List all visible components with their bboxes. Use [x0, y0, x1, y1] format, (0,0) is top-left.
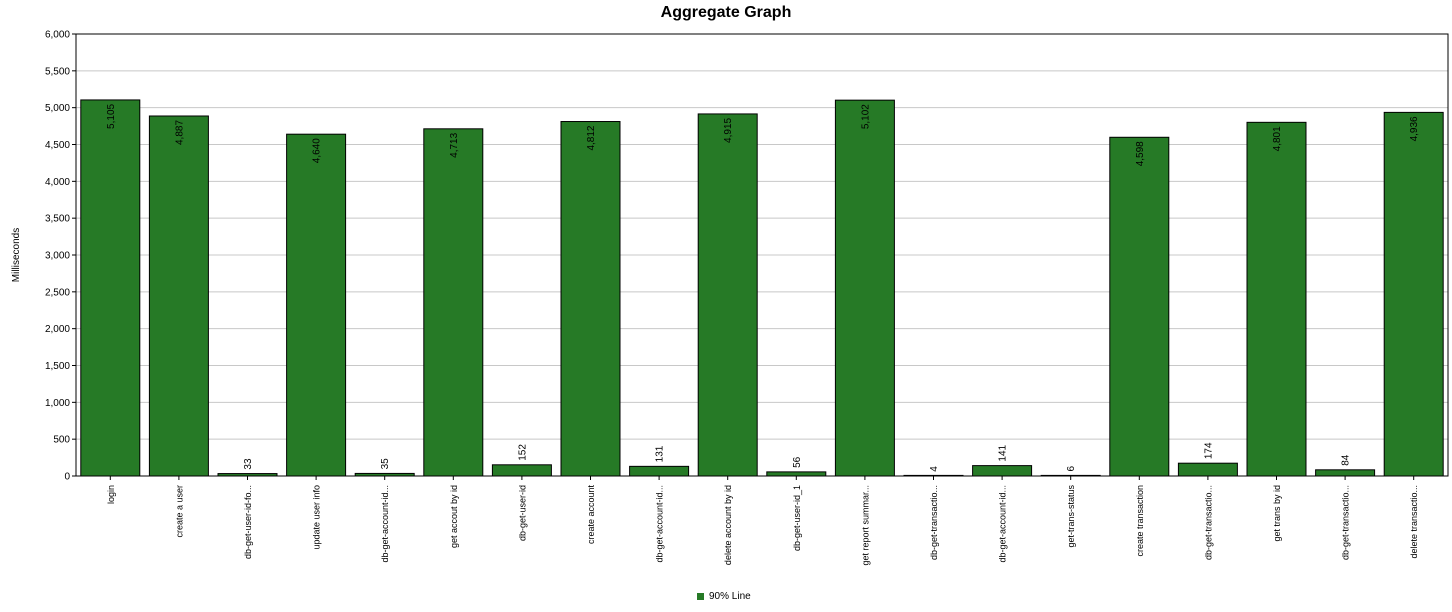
data-label: 5,105 [106, 104, 117, 129]
bar [286, 133, 347, 477]
data-label: 33 [243, 458, 254, 470]
bar [80, 99, 141, 477]
y-tick-label: 5,500 [45, 66, 70, 77]
y-tick-label: 2,500 [45, 287, 70, 298]
data-label: 4,640 [312, 138, 323, 163]
data-label: 84 [1341, 454, 1352, 466]
y-tick-label: 4,500 [45, 140, 70, 151]
x-tick-label: db-get-transactio... [1203, 485, 1213, 560]
x-tick-label: get trans by id [1272, 485, 1282, 542]
bar [972, 465, 1033, 477]
y-tick-label: 3,500 [45, 214, 70, 225]
x-tick-label: delete transactio... [1409, 485, 1419, 559]
data-label: 4,801 [1272, 126, 1283, 151]
y-tick-label: 1,500 [45, 361, 70, 372]
data-label: 6 [1066, 466, 1077, 472]
bar [491, 464, 552, 477]
y-tick-label: 6,000 [45, 30, 70, 41]
x-tick-label: create account [586, 485, 596, 545]
data-label: 131 [655, 445, 666, 462]
x-tick-label: db-get-transactio... [929, 485, 939, 560]
data-label: 4,915 [723, 117, 734, 142]
x-tick-label: get report summar... [860, 485, 870, 566]
y-axis-title: Milliseconds [11, 228, 22, 282]
legend-swatch [697, 593, 704, 600]
bar [1246, 121, 1307, 477]
data-label: 35 [380, 458, 391, 470]
x-tick-label: db-get-account-id... [655, 485, 665, 563]
y-axis-ticks: 0 500 1,000 1,500 2,000 2,500 3,000 3,500 4,000 4… [45, 30, 76, 483]
data-label: 4,936 [1409, 116, 1420, 141]
x-tick-label: db-get-transactio... [1341, 485, 1351, 560]
x-tick-label: db-get-user-id_1 [792, 485, 802, 551]
bar [1177, 462, 1238, 477]
data-label: 4,598 [1135, 141, 1146, 166]
y-tick-label: 3,000 [45, 251, 70, 262]
data-label: 4,713 [449, 132, 460, 157]
grid-lines [76, 70, 1448, 440]
x-tick-label: get accout by id [449, 485, 459, 548]
x-tick-label: login [106, 485, 116, 504]
bar [1315, 469, 1376, 477]
x-tick-label: db-get-account-id... [380, 485, 390, 563]
y-tick-label: 2,000 [45, 324, 70, 335]
x-tick-label: db-get-user-id-fo... [243, 485, 253, 559]
bar [629, 465, 690, 477]
bar [834, 99, 895, 477]
legend-label: 90% Line [709, 591, 751, 602]
data-label: 5,102 [860, 104, 871, 129]
data-label: 141 [998, 444, 1009, 461]
x-tick-label: db-get-user-id [517, 485, 527, 541]
x-axis-ticks: login create a user db-get-user-id-fo... up… [106, 476, 1419, 566]
x-tick-label: get-trans-status [1066, 485, 1076, 548]
bar [1383, 111, 1444, 477]
bar [560, 121, 621, 477]
legend: 90% Line [697, 591, 751, 602]
bar [148, 115, 209, 477]
data-label: 56 [792, 456, 803, 468]
y-tick-label: 5,000 [45, 103, 70, 114]
bar [766, 471, 827, 477]
x-tick-label: create a user [174, 485, 184, 538]
data-label: 152 [517, 444, 528, 461]
data-label: 4,812 [586, 125, 597, 150]
data-label: 4 [929, 466, 940, 472]
x-tick-label: delete account by id [723, 485, 733, 565]
x-tick-label: db-get-account-id... [998, 485, 1008, 563]
chart-title: Aggregate Graph [660, 4, 792, 21]
bar [423, 128, 484, 477]
bar [1109, 136, 1170, 477]
y-tick-label: 500 [53, 435, 70, 446]
data-label: 174 [1203, 442, 1214, 459]
y-tick-label: 0 [64, 472, 70, 483]
x-tick-label: update user info [312, 485, 322, 550]
data-labels: 5,105 4,887 33 4,640 35 4,713 152 4,812 131 4,915… [106, 104, 1420, 472]
bar [697, 113, 758, 477]
y-tick-label: 1,000 [45, 398, 70, 409]
bars [80, 99, 1444, 477]
x-tick-label: create transaction [1135, 485, 1145, 557]
y-tick-label: 4,000 [45, 177, 70, 188]
data-label: 4,887 [174, 120, 185, 145]
